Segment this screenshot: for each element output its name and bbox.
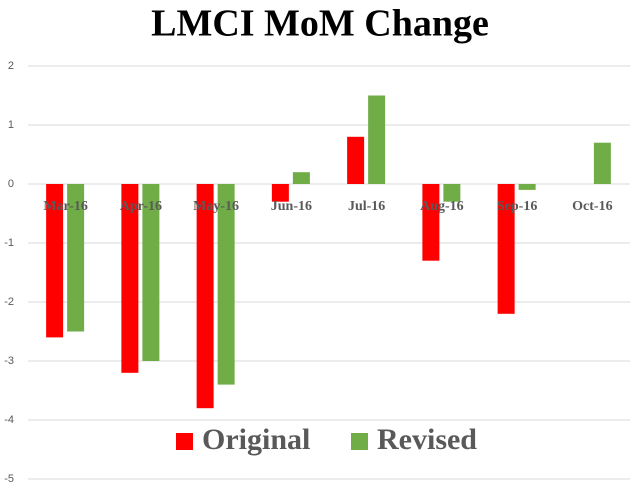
bar	[142, 184, 160, 361]
y-tick-label: -5	[4, 473, 14, 485]
legend-swatch	[176, 433, 193, 450]
x-tick-label: Apr-16	[120, 199, 162, 214]
x-tick-label: Jun-16	[271, 199, 312, 214]
x-tick-label: Aug-16	[420, 199, 464, 214]
x-tick-label: Jul-16	[348, 199, 385, 214]
bar	[422, 184, 440, 261]
y-tick-label: -3	[4, 355, 14, 367]
bar	[593, 142, 611, 184]
legend-swatch	[351, 433, 368, 450]
x-tick-label: Mar-16	[43, 199, 88, 214]
y-tick-label: -1	[4, 237, 14, 249]
bar	[368, 95, 386, 184]
y-tick-label: -2	[4, 296, 14, 308]
bar	[196, 184, 214, 409]
legend-label: Revised	[377, 423, 477, 456]
chart-title: LMCI MoM Change	[151, 3, 489, 45]
bar	[497, 184, 515, 314]
legend-label: Original	[202, 423, 310, 456]
y-tick-label: 0	[8, 178, 14, 190]
bar	[67, 184, 85, 332]
bar	[217, 184, 235, 385]
x-tick-label: May-16	[193, 199, 239, 214]
bar	[121, 184, 139, 373]
bar	[518, 184, 536, 190]
bar	[46, 184, 64, 338]
y-tick-label: 2	[8, 60, 14, 72]
bar	[271, 184, 289, 202]
bar	[443, 184, 461, 202]
x-tick-label: Sep-16	[497, 199, 537, 214]
y-tick-label: -4	[4, 414, 14, 426]
bar	[347, 136, 365, 184]
bar	[292, 172, 310, 184]
y-tick-label: 1	[8, 119, 14, 131]
x-tick-label: Oct-16	[572, 199, 612, 214]
